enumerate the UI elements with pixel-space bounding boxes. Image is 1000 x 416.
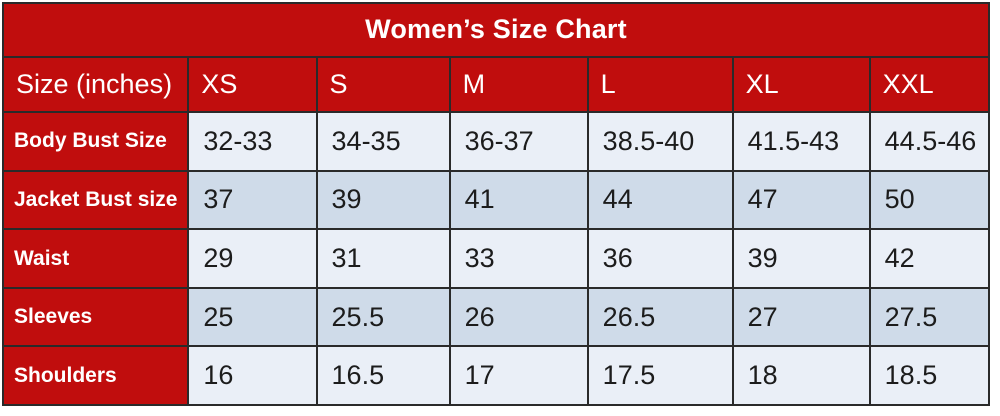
header-l: L (586, 55, 734, 114)
chart-title: Women’s Size Chart (2, 2, 990, 58)
cell-sleeves-s: 25.5 (315, 286, 451, 348)
cell-jacket-bust-m: 41 (448, 169, 589, 231)
row-label-sleeves: Sleeves (1, 286, 190, 348)
cell-waist-l: 36 (586, 228, 734, 289)
cell-body-bust-m: 36-37 (448, 111, 589, 172)
cell-shoulders-xxl: 18.5 (868, 345, 991, 406)
cell-sleeves-m: 26 (448, 286, 589, 348)
table-row-waist: Waist 29 31 33 36 39 42 (1, 228, 991, 289)
cell-body-bust-xs: 32-33 (187, 111, 318, 172)
table-row-jacket-bust: Jacket Bust size 37 39 41 44 47 50 (1, 169, 991, 231)
cell-shoulders-xl: 18 (731, 345, 871, 406)
cell-waist-xs: 29 (187, 228, 318, 289)
header-s: S (315, 55, 451, 114)
header-size-inches: Size (inches) (1, 55, 190, 114)
cell-jacket-bust-xl: 47 (731, 169, 871, 231)
cell-shoulders-m: 17 (448, 345, 589, 406)
header-row: Size (inches) XS S M L XL XXL (1, 55, 991, 114)
header-xl: XL (731, 55, 871, 114)
cell-waist-xl: 39 (731, 228, 871, 289)
header-xxl: XXL (868, 55, 991, 114)
cell-waist-xxl: 42 (868, 228, 991, 289)
row-label-shoulders: Shoulders (1, 345, 190, 406)
row-label-waist: Waist (1, 228, 190, 289)
cell-body-bust-xxl: 44.5-46 (868, 111, 991, 172)
cell-shoulders-xs: 16 (187, 345, 318, 406)
cell-jacket-bust-s: 39 (315, 169, 451, 231)
size-chart-table: Women’s Size Chart Size (inches) XS S M … (1, 2, 991, 406)
cell-sleeves-xs: 25 (187, 286, 318, 348)
cell-jacket-bust-xxl: 50 (868, 169, 991, 231)
cell-body-bust-s: 34-35 (315, 111, 451, 172)
cell-sleeves-xxl: 27.5 (868, 286, 991, 348)
table-row-body-bust: Body Bust Size 32-33 34-35 36-37 38.5-40… (1, 111, 991, 172)
row-label-jacket-bust: Jacket Bust size (1, 169, 190, 231)
header-m: M (448, 55, 589, 114)
cell-jacket-bust-xs: 37 (187, 169, 318, 231)
title-row: Women’s Size Chart (2, 2, 990, 58)
cell-sleeves-l: 26.5 (586, 286, 734, 348)
table-row-shoulders: Shoulders 16 16.5 17 17.5 18 18.5 (1, 345, 991, 406)
cell-waist-m: 33 (448, 228, 589, 289)
cell-body-bust-xl: 41.5-43 (731, 111, 871, 172)
row-label-body-bust: Body Bust Size (1, 111, 190, 172)
table-row-sleeves: Sleeves 25 25.5 26 26.5 27 27.5 (1, 286, 991, 348)
cell-jacket-bust-l: 44 (586, 169, 734, 231)
cell-sleeves-xl: 27 (731, 286, 871, 348)
cell-shoulders-s: 16.5 (315, 345, 451, 406)
cell-body-bust-l: 38.5-40 (586, 111, 734, 172)
header-xs: XS (187, 55, 318, 114)
cell-shoulders-l: 17.5 (586, 345, 734, 406)
cell-waist-s: 31 (315, 228, 451, 289)
